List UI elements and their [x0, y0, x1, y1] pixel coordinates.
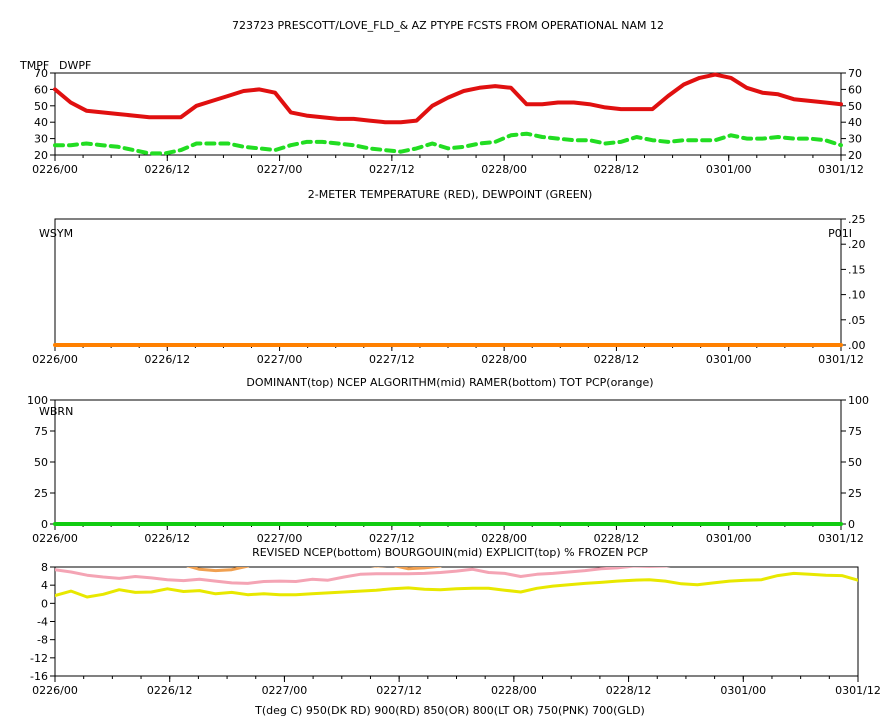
y-tick-label-left: -4	[37, 616, 48, 629]
y-tick-label-left: -12	[30, 652, 48, 665]
panel3-caption: REVISED NCEP(bottom) BOURGOUIN(mid) EXPL…	[252, 546, 648, 559]
y-tick-label-right: 70	[848, 67, 862, 80]
y-tick-label-right: 60	[848, 83, 862, 96]
x-tick-label: 0227/00	[257, 353, 303, 366]
y-tick-label-left: -8	[37, 634, 48, 647]
legend-dwpf: DWPF	[59, 59, 91, 72]
y-tick-label-right: 40	[848, 116, 862, 129]
y-tick-label-left: -16	[30, 670, 48, 683]
x-tick-label: 0301/00	[706, 353, 752, 366]
plot-frame	[54, 72, 842, 156]
x-tick-label: 0226/00	[32, 532, 78, 545]
y-tick-label-right: .10	[848, 289, 866, 302]
y-tick-label-right: .15	[848, 263, 866, 276]
x-tick-label: 0227/00	[257, 532, 303, 545]
x-tick-label: 0228/00	[481, 163, 527, 176]
x-tick-label: 0301/00	[706, 163, 752, 176]
y-tick-label-left: 50	[34, 456, 48, 469]
series-750-line	[55, 567, 671, 585]
y-tick-label-left: 4	[41, 579, 48, 592]
x-tick-label: 0226/12	[144, 163, 190, 176]
x-tick-label: 0226/00	[32, 163, 78, 176]
y-tick-label-right: 75	[848, 425, 862, 438]
series-tmpf-line	[53, 72, 843, 125]
x-tick-label: 0301/12	[818, 532, 864, 545]
y-tick-label-right: .00	[848, 339, 866, 352]
x-tick-label: 0227/12	[369, 163, 415, 176]
x-tick-label: 0227/12	[369, 532, 415, 545]
x-tick-label: 0226/00	[32, 684, 78, 697]
x-tick-label: 0226/00	[32, 353, 78, 366]
y-tick-label-left: 20	[34, 149, 48, 162]
y-tick-label-right: 50	[848, 456, 862, 469]
x-tick-label: 0228/12	[594, 532, 640, 545]
x-tick-label: 0301/00	[706, 532, 752, 545]
y-tick-label-left: 75	[34, 425, 48, 438]
y-tick-label-left: 70	[34, 67, 48, 80]
x-tick-label: 0301/12	[835, 684, 881, 697]
y-tick-label-right: .20	[848, 238, 866, 251]
x-tick-label: 0228/00	[491, 684, 537, 697]
precip-type-panel: .25 .20 .15 .10 .05 .00 0226/00 0226/12 0227/00 0…	[32, 213, 865, 366]
y-tick-label-right: 100	[848, 394, 869, 407]
x-tick-label: 0228/00	[481, 353, 527, 366]
y-tick-label-right: .25	[848, 213, 866, 226]
y-tick-label-left: 50	[34, 100, 48, 113]
y-tick-label-left: 30	[34, 133, 48, 146]
plot-frame	[54, 399, 842, 525]
series-800-line	[186, 567, 442, 573]
y-tick-label-left: 25	[34, 487, 48, 500]
y-tick-label-left: 40	[34, 116, 48, 129]
y-tick-label-left: 100	[27, 394, 48, 407]
panel2-caption: DOMINANT(top) NCEP ALGORITHM(mid) RAMER(…	[246, 376, 653, 389]
y-tick-label-left: 0	[41, 597, 48, 610]
x-tick-label: 0301/12	[818, 163, 864, 176]
y-tick-label-left: 0	[41, 518, 48, 531]
legend-p01i: P01I	[828, 227, 852, 240]
x-tick-label: 0226/12	[144, 353, 190, 366]
x-tick-label: 0227/00	[262, 684, 308, 697]
plot-frame	[54, 218, 842, 346]
legend-wsym: WSYM	[39, 227, 73, 240]
panel1-caption: 2-METER TEMPERATURE (RED), DEWPOINT (GRE…	[308, 188, 593, 201]
x-tick-label: 0228/12	[594, 163, 640, 176]
x-tick-label: 0227/12	[376, 684, 422, 697]
x-tick-label: 0227/12	[369, 353, 415, 366]
legend-wbrn: WBRN	[39, 405, 73, 418]
y-tick-label-right: 20	[848, 149, 862, 162]
x-tick-label: 0228/12	[594, 353, 640, 366]
y-tick-label-right: 25	[848, 487, 862, 500]
panel4-caption: T(deg C) 950(DK RD) 900(RD) 850(OR) 800(…	[254, 704, 645, 716]
legend-tmpf: TMPF	[19, 59, 49, 72]
x-tick-label: 0226/12	[144, 532, 190, 545]
series-700-line	[55, 571, 858, 599]
y-tick-label-left: 8	[41, 561, 48, 574]
y-tick-label-right: .05	[848, 314, 866, 327]
y-tick-label-right: 30	[848, 133, 862, 146]
x-tick-label: 0227/00	[257, 163, 303, 176]
series-dwpf-line	[53, 131, 843, 156]
x-tick-label: 0301/12	[818, 353, 864, 366]
y-tick-label-left: 60	[34, 83, 48, 96]
y-tick-label-right: 0	[848, 518, 855, 531]
chart-title: 723723 PRESCOTT/LOVE_FLD_& AZ PTYPE FCST…	[232, 19, 664, 32]
x-tick-label: 0226/12	[147, 684, 193, 697]
x-tick-label: 0228/00	[481, 532, 527, 545]
x-tick-label: 0228/12	[606, 684, 652, 697]
x-tick-label: 0301/00	[720, 684, 766, 697]
y-tick-label-right: 50	[848, 100, 862, 113]
plot-frame	[54, 566, 859, 677]
